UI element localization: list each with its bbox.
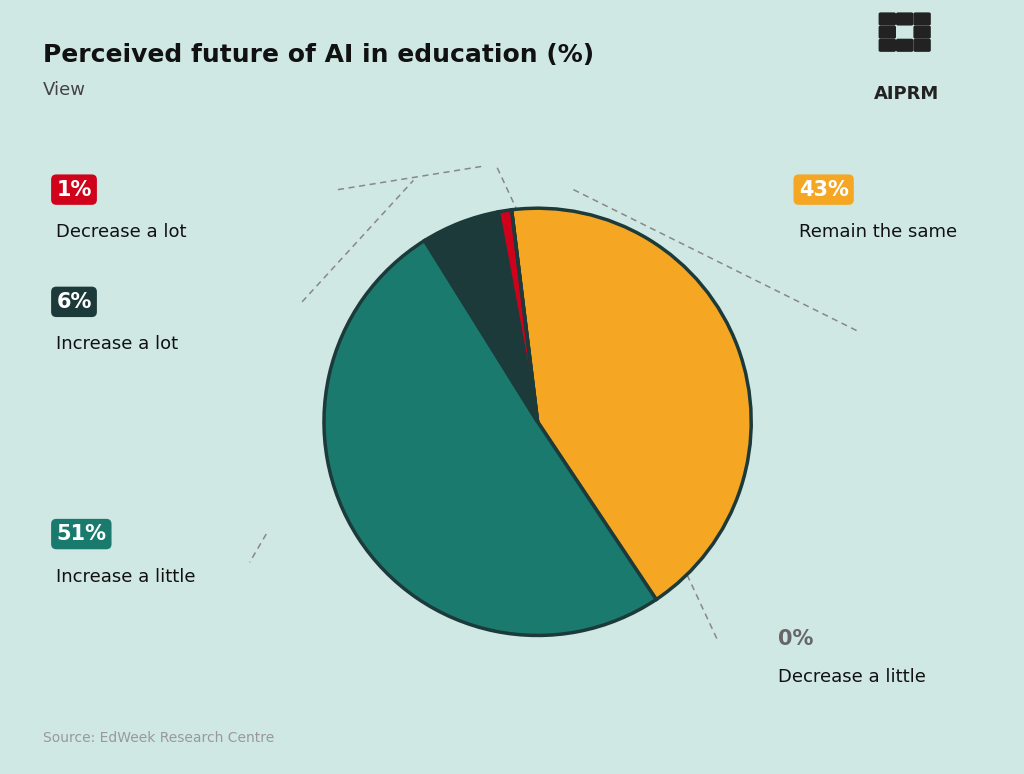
FancyBboxPatch shape	[879, 12, 896, 26]
FancyBboxPatch shape	[913, 12, 931, 26]
Wedge shape	[512, 210, 538, 422]
Text: 1%: 1%	[56, 180, 92, 200]
Text: Perceived future of AI in education (%): Perceived future of AI in education (%)	[43, 43, 594, 67]
Wedge shape	[324, 241, 656, 635]
Text: Remain the same: Remain the same	[799, 223, 956, 241]
Text: 6%: 6%	[56, 292, 92, 312]
Wedge shape	[425, 212, 538, 422]
Text: Increase a little: Increase a little	[56, 567, 196, 586]
FancyBboxPatch shape	[913, 26, 931, 39]
Text: 0%: 0%	[778, 628, 814, 649]
Text: View: View	[43, 81, 86, 99]
Text: Increase a lot: Increase a lot	[56, 335, 178, 354]
Text: 51%: 51%	[56, 524, 106, 544]
Text: 43%: 43%	[799, 180, 849, 200]
Text: Decrease a lot: Decrease a lot	[56, 223, 186, 241]
Text: AIPRM: AIPRM	[873, 85, 939, 103]
FancyBboxPatch shape	[896, 12, 913, 26]
Text: Decrease a little: Decrease a little	[778, 668, 926, 687]
Text: Source: EdWeek Research Centre: Source: EdWeek Research Centre	[43, 731, 274, 745]
FancyBboxPatch shape	[879, 39, 896, 52]
FancyBboxPatch shape	[879, 26, 896, 39]
Wedge shape	[512, 208, 752, 600]
Wedge shape	[499, 210, 538, 422]
FancyBboxPatch shape	[913, 39, 931, 52]
FancyBboxPatch shape	[896, 39, 913, 52]
